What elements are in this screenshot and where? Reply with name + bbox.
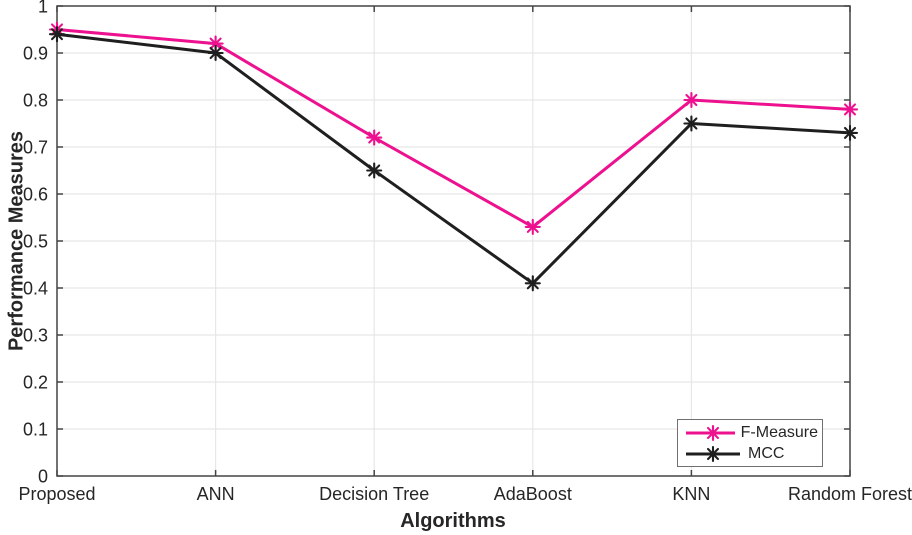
x-tick-label: ANN [197, 484, 235, 504]
x-tick-label: AdaBoost [494, 484, 572, 504]
legend-label-mcc: MCC [748, 444, 785, 462]
marker-spoke [209, 37, 222, 50]
y-tick-label: 0.7 [23, 138, 48, 158]
marker-spoke [685, 94, 698, 106]
y-tick-label: 1 [38, 0, 48, 17]
x-axis-title: Algorithms [400, 510, 506, 532]
marker-spoke [844, 103, 856, 116]
x-tick-label: Random Forest [788, 484, 912, 504]
marker-spoke [526, 277, 539, 290]
legend-marker-sample [704, 445, 722, 462]
series-line-f-measure [56, 28, 851, 229]
y-tick-label: 0.5 [23, 232, 48, 252]
data-point-marker-mcc [207, 44, 224, 62]
marker-spoke [844, 126, 856, 139]
x-tick-label: KNN [672, 484, 710, 504]
legend-label-f-measure: F-Measure [740, 423, 818, 441]
y-tick-label: 0.2 [23, 373, 48, 393]
data-point-marker-f-measure [524, 218, 541, 235]
legend-entry-mcc: MCC [684, 443, 818, 464]
marker-spoke [209, 47, 222, 59]
data-point-marker-mcc [841, 124, 859, 141]
y-tick-label: 0.1 [23, 420, 48, 440]
f-measure-line-sample-icon [686, 424, 735, 441]
data-point-marker-f-measure [366, 129, 383, 146]
marker-spoke [707, 426, 719, 439]
marker-spoke [368, 164, 381, 177]
legend: F-Measure MCC [677, 419, 823, 467]
data-point-marker-mcc [524, 275, 541, 292]
y-tick-label: 0 [38, 467, 48, 487]
y-tick-label: 0.6 [23, 185, 48, 205]
x-tick-label: Proposed [18, 484, 95, 504]
y-tick-label: 0.3 [23, 326, 48, 346]
y-tick-label: 0.4 [23, 279, 48, 299]
series-line-mcc [56, 32, 851, 285]
y-tick-label: 0.8 [23, 91, 48, 111]
data-point-marker-mcc [683, 115, 700, 132]
mcc-line-sample-icon [686, 445, 740, 462]
data-point-marker-f-measure [841, 101, 859, 118]
marker-spoke [707, 447, 719, 460]
data-point-marker-f-measure [683, 91, 700, 109]
legend-entry-f-measure: F-Measure [684, 422, 818, 443]
x-tick-label: Decision Tree [319, 484, 429, 504]
data-point-marker-mcc [366, 162, 383, 179]
legend-marker-sample [704, 424, 722, 441]
y-tick-label: 0.9 [23, 44, 48, 64]
y-axis-title: Performance Measures [5, 130, 28, 352]
marker-spoke [526, 220, 539, 233]
data-point-marker-mcc [48, 26, 66, 43]
marker-spoke [368, 131, 381, 144]
marker-spoke [51, 28, 63, 41]
marker-spoke [685, 117, 698, 130]
